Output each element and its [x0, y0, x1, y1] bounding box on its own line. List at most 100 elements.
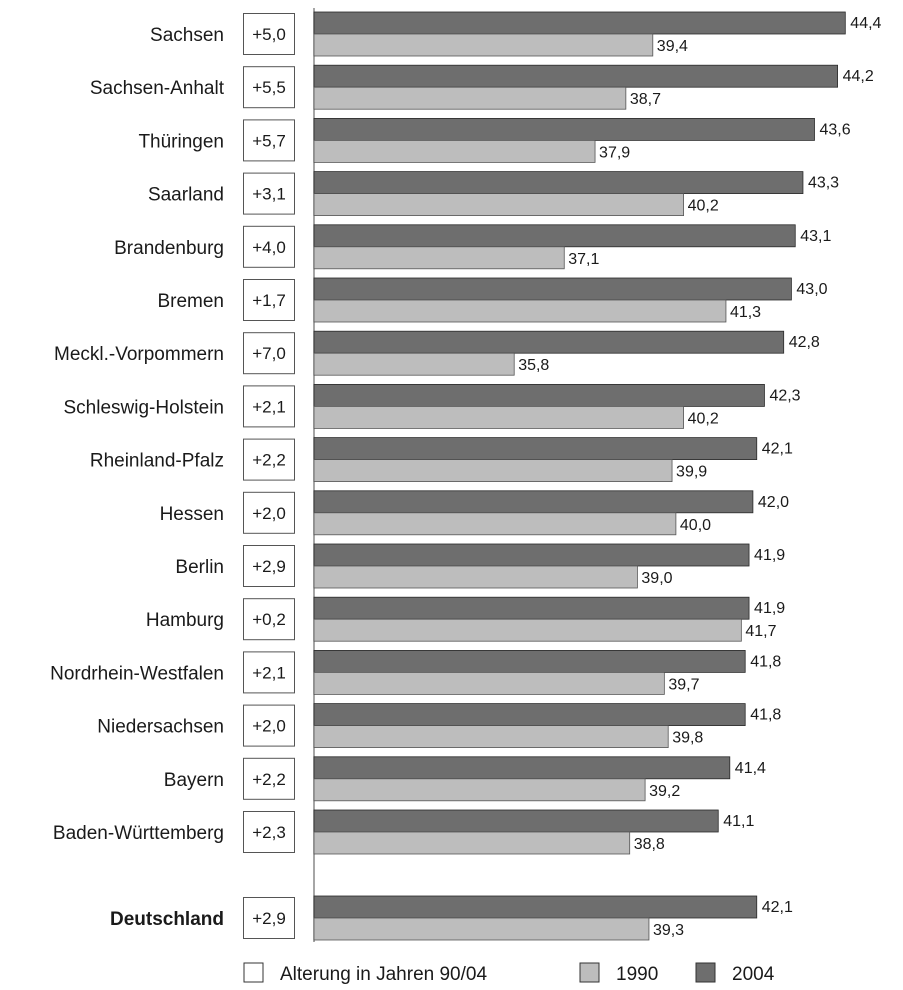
category-label: Nordrhein-Westfalen — [50, 663, 224, 684]
bar-1990 — [313, 459, 673, 483]
rows-layer: Sachsen +5,0 44,4 39,4 Sachsen-Anhalt +5,5 44,… — [50, 11, 882, 941]
value-label-1990: 39,9 — [676, 464, 707, 481]
value-label-2004: 43,0 — [796, 281, 827, 298]
difference-label: +7,0 — [252, 344, 286, 363]
legend-label: Alterung in Jahren 90/04 — [280, 964, 487, 985]
category-label: Rheinland-Pfalz — [90, 451, 224, 472]
difference-label: +2,3 — [252, 823, 286, 842]
chart-row: Bayern +2,2 41,4 39,2 — [164, 756, 766, 802]
bar-1990 — [313, 778, 646, 802]
difference-box — [243, 438, 295, 481]
chart-row: Sachsen-Anhalt +5,5 44,2 38,7 — [90, 64, 874, 110]
chart-row: Thüringen +5,7 43,6 37,9 — [138, 118, 851, 163]
value-label-1990: 37,1 — [568, 251, 599, 268]
difference-label: +2,9 — [252, 557, 286, 576]
chart-row: Rheinland-Pfalz +2,2 42,1 39,9 — [90, 437, 793, 483]
value-label-2004: 42,0 — [758, 494, 789, 511]
value-label-1990: 35,8 — [518, 357, 549, 374]
bar-2004 — [313, 596, 750, 620]
bar-1990 — [313, 672, 665, 695]
value-label-1990: 39,4 — [657, 38, 688, 55]
value-label-1990: 39,0 — [641, 570, 672, 587]
bar-2004 — [313, 490, 754, 514]
legend-item: 2004 — [695, 962, 775, 985]
legend-label: 2004 — [732, 964, 775, 985]
difference-box — [243, 704, 295, 747]
difference-label: +1,7 — [252, 291, 286, 310]
category-label: Niedersachsen — [97, 717, 224, 738]
value-label-2004: 44,4 — [850, 15, 881, 32]
difference-box — [243, 545, 295, 587]
difference-label: +2,1 — [252, 663, 286, 682]
bar-1990 — [313, 917, 650, 941]
bar-2004 — [313, 277, 792, 301]
difference-label: +5,5 — [252, 78, 286, 97]
difference-box — [243, 172, 295, 215]
difference-label: +2,2 — [252, 770, 286, 789]
difference-label: +3,1 — [252, 185, 286, 204]
value-label-2004: 41,8 — [750, 653, 781, 670]
difference-box — [243, 119, 295, 162]
bar-1990 — [313, 246, 565, 270]
chart-row: Schleswig-Holstein +2,1 42,3 40,2 — [63, 383, 801, 429]
bar-1990 — [313, 193, 685, 217]
bar-2004 — [313, 224, 796, 248]
category-label: Berlin — [175, 557, 224, 578]
chart-row: Niedersachsen +2,0 41,8 39,8 — [97, 703, 781, 748]
value-label-1990: 41,3 — [730, 304, 761, 321]
bar-1990 — [313, 618, 742, 642]
bar-2004 — [313, 383, 765, 407]
bar-2004 — [313, 437, 758, 461]
difference-label: +4,0 — [252, 238, 286, 257]
difference-box — [243, 332, 295, 375]
bar-2004 — [313, 809, 719, 833]
bar-1990 — [313, 352, 515, 376]
category-label: Meckl.-Vorpommern — [54, 344, 224, 365]
chart-row: Brandenburg +4,0 43,1 37,1 — [114, 224, 831, 270]
legend-swatch — [579, 962, 600, 983]
bar-2004 — [313, 330, 785, 354]
bar-1990 — [313, 33, 654, 57]
difference-label: +0,2 — [252, 610, 286, 629]
bar-1990 — [313, 512, 677, 536]
value-label-2004: 41,9 — [754, 547, 785, 564]
legend: Alterung in Jahren 90/04 1990 2004 — [243, 962, 775, 985]
value-label-2004: 42,1 — [762, 899, 793, 916]
bar-1990 — [313, 86, 627, 110]
value-label-2004: 41,1 — [723, 813, 754, 830]
value-label-1990: 40,0 — [680, 517, 711, 534]
bar-1990 — [313, 139, 596, 163]
chart-row: Hamburg +0,2 41,9 41,7 — [146, 596, 785, 642]
value-label-2004: 41,4 — [735, 760, 766, 777]
bar-2004 — [313, 171, 804, 195]
value-label-1990: 37,9 — [599, 144, 630, 161]
value-label-2004: 41,8 — [750, 707, 781, 724]
chart-row: Saarland +3,1 43,3 40,2 — [148, 171, 839, 217]
value-label-2004: 43,3 — [808, 175, 839, 192]
difference-box — [243, 491, 295, 534]
category-label: Brandenburg — [114, 238, 224, 259]
legend-label: 1990 — [616, 964, 658, 985]
value-label-1990: 38,8 — [634, 836, 665, 853]
legend-item: 1990 — [579, 962, 658, 985]
legend-item: Alterung in Jahren 90/04 — [243, 962, 487, 985]
category-label: Deutschland — [110, 909, 224, 930]
difference-label: +2,9 — [252, 909, 286, 928]
difference-box — [243, 897, 295, 939]
value-label-1990: 40,2 — [688, 410, 719, 427]
value-label-1990: 39,7 — [668, 676, 699, 693]
chart-row: Baden-Württemberg +2,3 41,1 38,8 — [53, 809, 754, 855]
value-label-1990: 39,8 — [672, 730, 703, 747]
category-label: Bremen — [157, 291, 224, 312]
category-label: Saarland — [148, 185, 224, 206]
bar-2004 — [313, 895, 758, 919]
bar-1990 — [313, 831, 631, 855]
value-label-2004: 42,3 — [769, 387, 800, 404]
bar-2004 — [313, 118, 815, 141]
category-label: Thüringen — [138, 131, 224, 152]
value-label-2004: 42,1 — [762, 441, 793, 458]
category-label: Hessen — [160, 504, 224, 525]
bar-2004 — [313, 11, 846, 35]
bar-2004 — [313, 756, 731, 780]
difference-box — [243, 385, 295, 428]
